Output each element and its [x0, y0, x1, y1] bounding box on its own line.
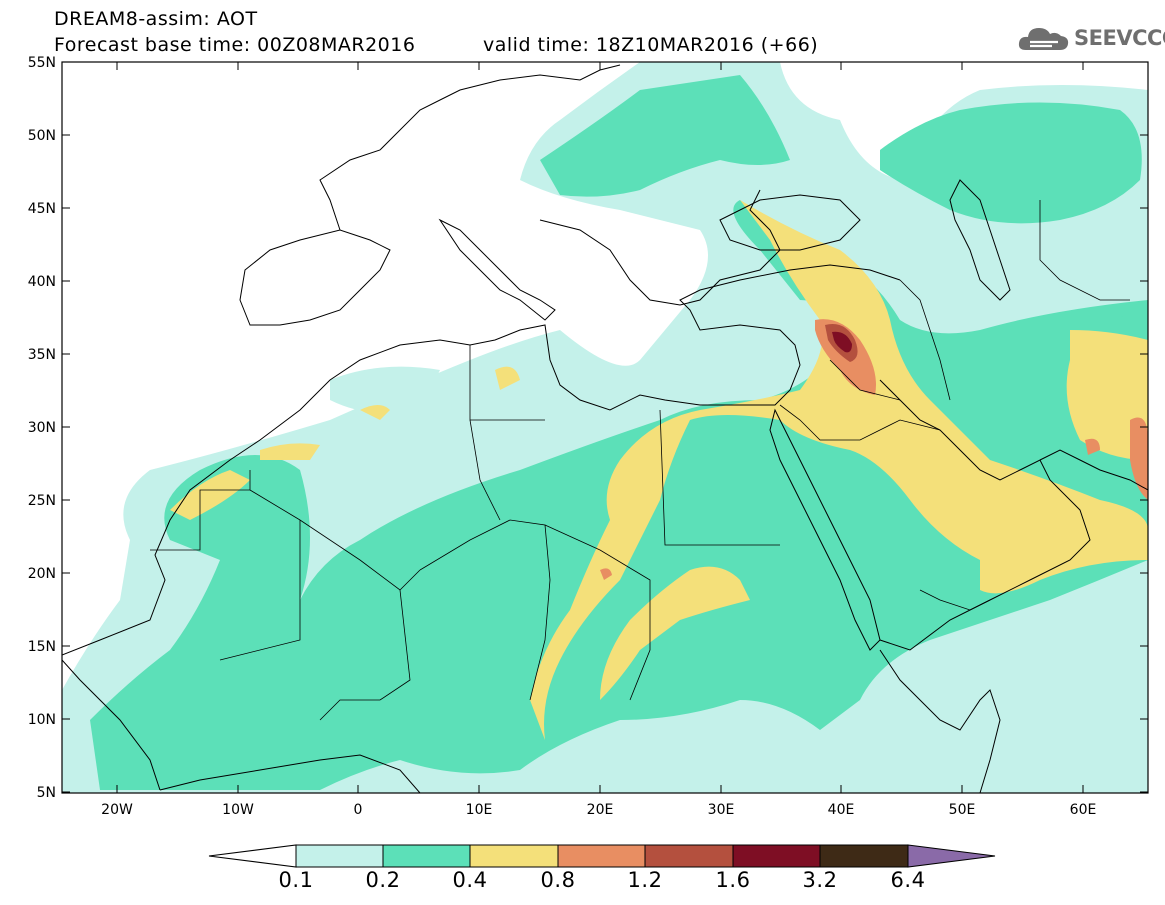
colorbar-swatch — [907, 844, 996, 868]
lat-label: 40N — [28, 274, 56, 290]
aot-level-0-4 — [170, 200, 1148, 740]
colorbar-swatch — [644, 844, 734, 868]
seevccc-logo: SEEVCCC — [1016, 20, 1165, 60]
lat-label: 5N — [37, 785, 56, 801]
map-title: DREAM8-assim: AOT — [54, 8, 258, 30]
lon-label: 30E — [708, 802, 735, 818]
colorbar-label: 0.4 — [452, 868, 488, 892]
lon-label: 20E — [587, 802, 614, 818]
colorbar-label: 0.8 — [540, 868, 576, 892]
lon-label: 40E — [828, 802, 855, 818]
colorbar-swatch — [557, 844, 646, 868]
colorbar — [208, 844, 996, 868]
lon-label: 10E — [466, 802, 493, 818]
lon-label: 10W — [222, 802, 254, 818]
colorbar-label: 1.6 — [715, 868, 751, 892]
lat-label: 10N — [28, 712, 56, 728]
colorbar-label: 0.2 — [365, 868, 401, 892]
colorbar-swatch — [819, 844, 909, 868]
lon-labels: 20W 10W 0 10E 20E 30E 40E 50E 60E — [101, 802, 1096, 818]
lon-label: 20W — [101, 802, 133, 818]
lat-label: 45N — [28, 201, 56, 217]
lat-label: 15N — [28, 639, 56, 655]
colorbar-swatch — [732, 844, 821, 868]
aot-field — [62, 62, 1148, 793]
colorbar-swatch — [208, 844, 297, 868]
aot-level-1-6 — [832, 331, 852, 353]
lat-label: 50N — [28, 128, 56, 144]
lat-label: 35N — [28, 347, 56, 363]
colorbar-label: 0.1 — [278, 868, 314, 892]
lat-label: 25N — [28, 493, 56, 509]
lat-labels: 55N 50N 45N 40N 35N 30N 25N 20N 15N 10N … — [28, 55, 56, 801]
colorbar-swatch — [295, 844, 384, 868]
axis-ticks — [62, 61, 1148, 793]
lon-label: 0 — [354, 802, 363, 818]
valid-time-label: valid time: 18Z10MAR2016 (+66) — [483, 34, 819, 56]
colorbar-label: 3.2 — [802, 868, 838, 892]
colorbar-swatch — [469, 844, 559, 868]
colorbar-swatch — [382, 844, 471, 868]
lon-label: 50E — [949, 802, 976, 818]
base-time-label: Forecast base time: 00Z08MAR2016 — [54, 34, 416, 56]
lat-label: 30N — [28, 420, 56, 436]
colorbar-label: 6.4 — [890, 868, 926, 892]
logo-text: SEEVCCC — [1074, 26, 1165, 50]
country-borders — [150, 200, 1130, 721]
lat-label: 20N — [28, 566, 56, 582]
lon-label: 60E — [1070, 802, 1097, 818]
lat-label: 55N — [28, 55, 56, 71]
cloud-icon — [1018, 28, 1069, 50]
colorbar-label: 1.2 — [627, 868, 663, 892]
